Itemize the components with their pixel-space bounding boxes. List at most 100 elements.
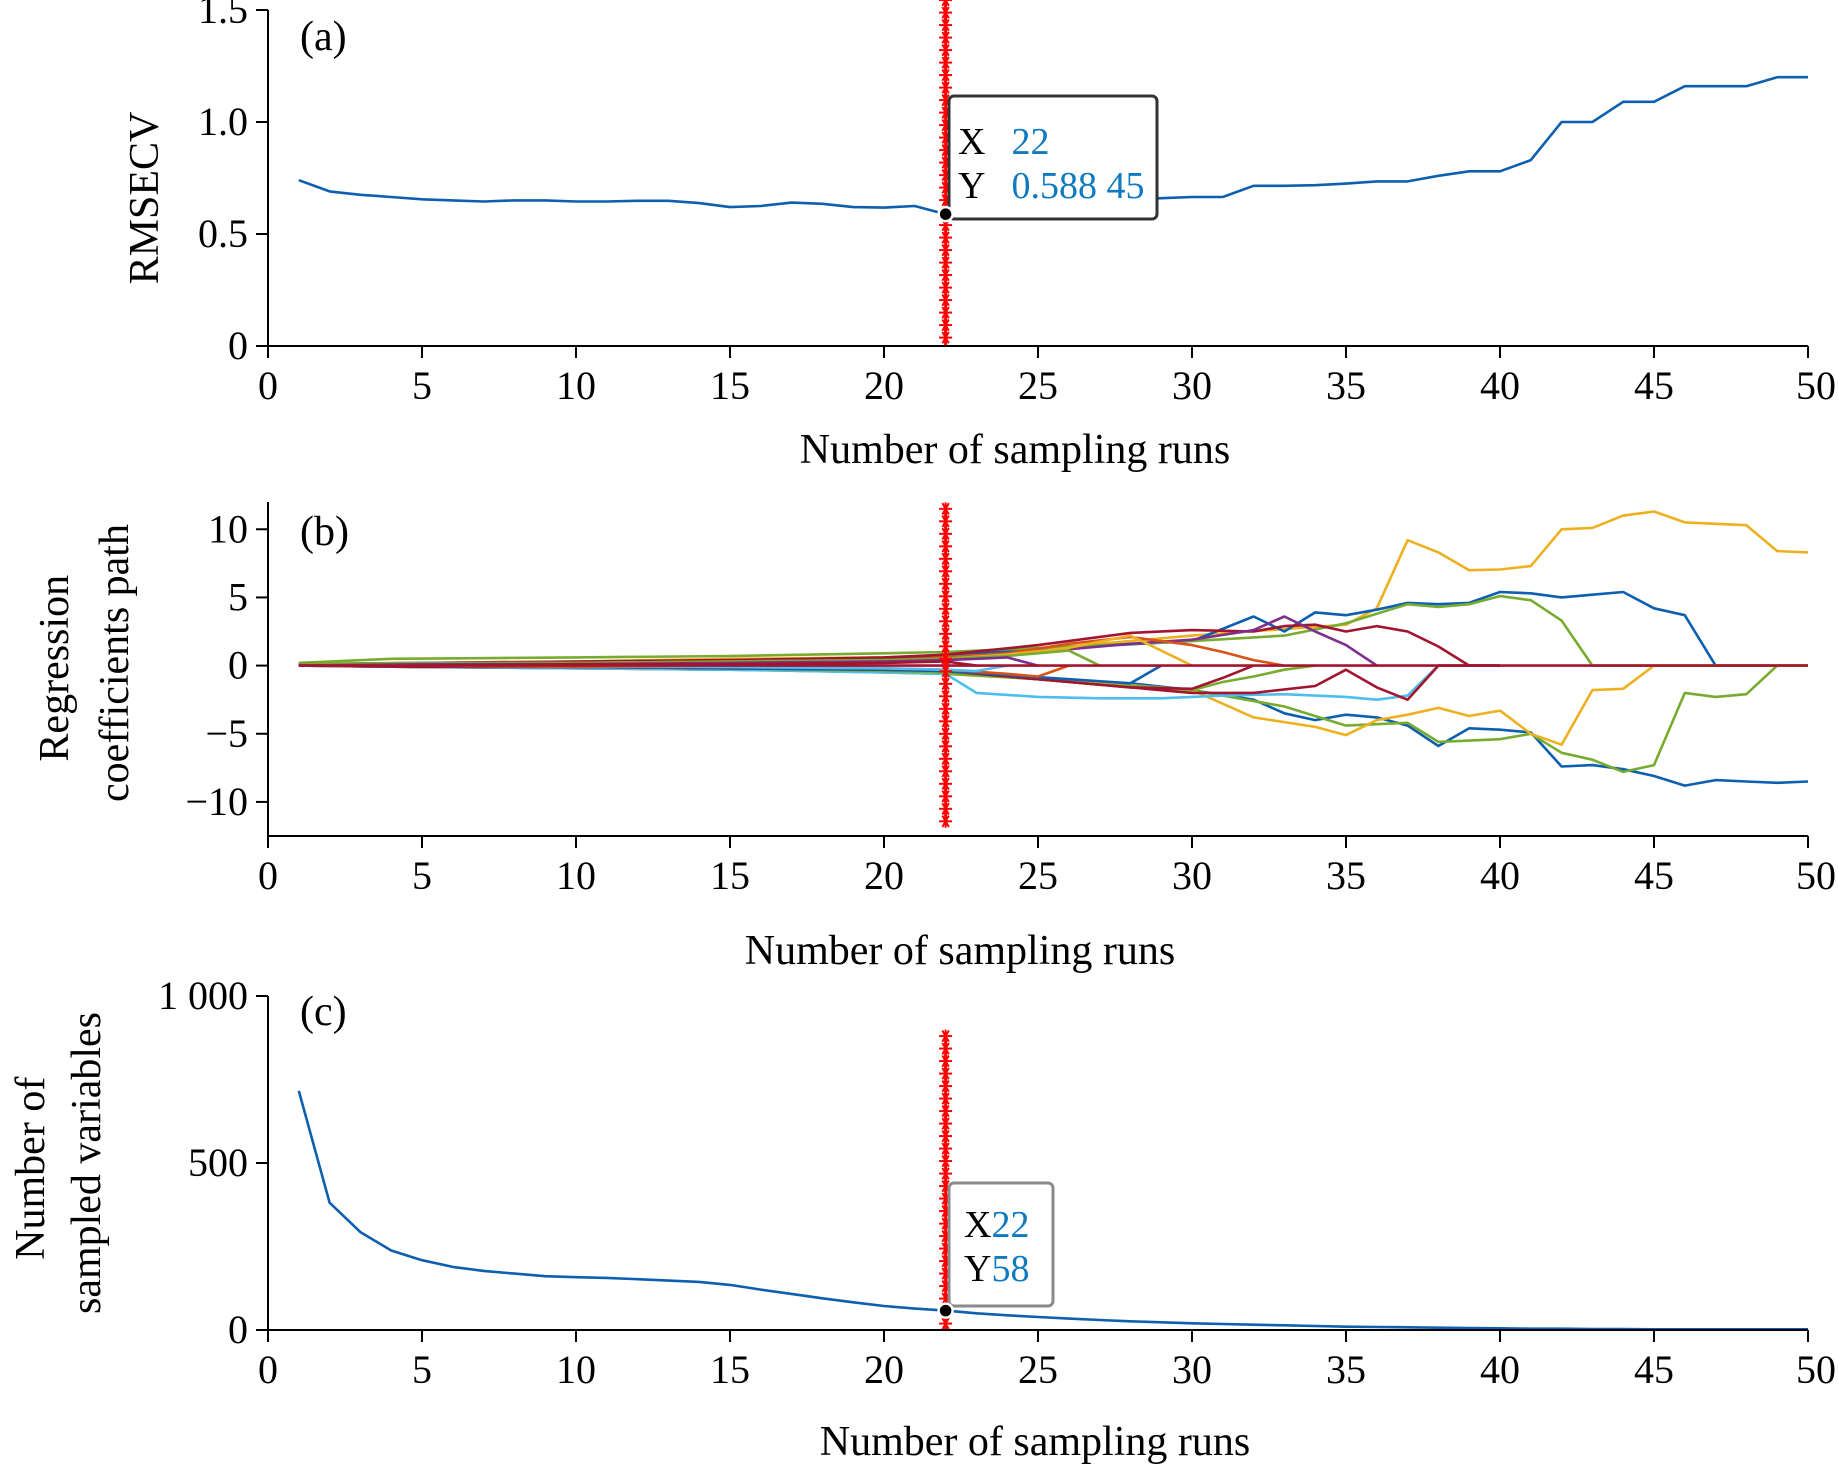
panel-a-marker-star [939,31,953,45]
panel-b-x-tick-label: 45 [1634,853,1674,898]
panel-b-marker-star [939,577,953,591]
panel-c-marker-star [939,1104,953,1118]
panel-c-marker-star [939,1167,953,1181]
panel-b-marker-star [939,514,953,528]
panel-b-marker-star [939,702,953,716]
panel-c-tooltip[interactable]: X22 Y58 [937,1181,1055,1319]
panel-a-tooltip-x-label: X [958,121,985,163]
panel-b-series-line-4 [298,594,1808,667]
panel-b-marker-star [939,789,953,803]
panel-c-marker-star [939,1029,953,1043]
panel-b-x-tick-label: 50 [1796,853,1836,898]
panel-c-tooltip-y-value: 58 [991,1248,1029,1290]
panel-a-x-tick-label: 15 [710,363,750,408]
panel-b-marker-star [939,614,953,628]
panel-a-x-tick-label: 0 [258,363,278,408]
panel-a-y-tick-label: 0 [228,323,248,368]
panel-c-marker-star [939,1042,953,1056]
panel-b-series-line-8 [298,623,1500,667]
panel-c-x-tick-label: 5 [412,1347,432,1392]
panel-b-x-tick-label: 5 [412,853,432,898]
panel-b-marker-star [939,802,953,816]
panel-a-marker-star [939,231,953,245]
panel-c-tooltip-x-value: 22 [991,1204,1029,1246]
panel-b-y-tick-label: 10 [208,506,248,551]
panel-b-marker-star [939,764,953,778]
panel-c-marker-star [939,1067,953,1081]
panel-b-label: (b) [300,509,349,555]
panel-c-marker-star [939,1154,953,1168]
panel-b-x-tick-label: 40 [1480,853,1520,898]
panel-a-tooltip-box [947,94,1159,221]
panel-b-ylabel-line2: coefficients path [92,524,138,802]
panel-b-x-tick-label: 25 [1018,853,1058,898]
panel-a-y-tick-label: 1.0 [198,99,248,144]
panel-c-x-tick-label: 15 [710,1347,750,1392]
panel-b-x-tick-label: 30 [1172,853,1212,898]
panel-b-marker-star [939,639,953,653]
panel-c-marker-star [939,1317,953,1331]
panel-b-marker-star [939,527,953,541]
svg-text:Y0.588 45: Y 0.588 45 [958,165,1144,207]
panel-b-marker-star [939,727,953,741]
panel-a-tooltip[interactable]: X 22 Y 0.588 45 [937,94,1159,223]
panel-a-marker-star [939,68,953,82]
panel-c-xlabel: Number of sampling runs [820,1419,1250,1465]
panel-a-marker-star [939,331,953,345]
panel-a: 0 5 10 15 20 25 30 35 40 45 50 0 0.5 1.0 1.5 (a) Numbe… [122,0,1836,473]
panel-a-marker-star [939,318,953,332]
panel-a-x-tick-label: 20 [864,363,904,408]
panel-c-tooltip-x-label: X [964,1204,991,1246]
panel-a-x-tick-label: 40 [1480,363,1520,408]
panel-a-xlabel: Number of sampling runs [800,427,1230,473]
panel-b-marker-star [939,539,953,553]
svg-text:Regression coefficients: Regression coefficients path [32,524,138,802]
panel-c-x-tick-label: 25 [1018,1347,1058,1392]
panel-a-marker-star [939,306,953,320]
panel-b-series-line-2 [298,664,1809,787]
panel-b-ylabel-line1: Regression [32,575,78,762]
panel-b: 0 5 10 15 20 25 30 35 40 45 50 −10 −5 0 5 10 (b) Number… [32,502,1836,974]
panel-a-marker-star [939,268,953,282]
panel-a-x-tick-label: 10 [556,363,596,408]
panel-c-marker-star [939,1129,953,1143]
panel-b-marker-star [939,502,953,516]
panel-b-marker-star [939,627,953,641]
panel-b-marker-star [939,652,953,666]
panel-c-ylabel-line1: Number of [8,1077,54,1260]
panel-a-marker-star [939,243,953,257]
panel-b-marker-star [939,689,953,703]
panel-a-y-tick-label: 1.5 [198,0,248,32]
panel-a-marker-star [939,6,953,20]
panel-c-x-tick-label: 50 [1796,1347,1836,1392]
panel-b-marker-star [939,677,953,691]
panel-c-x-tick-label: 35 [1326,1347,1366,1392]
panel-a-datatip-point [937,205,954,223]
panel-c-datatip-point [937,1302,954,1319]
panel-a-ylabel: RMSECV [122,112,168,285]
panel-b-x-tick-label: 10 [556,853,596,898]
panel-a-marker-star [939,81,953,95]
panel-c-x-tick-label: 10 [556,1347,596,1392]
panel-a-label: (a) [300,14,347,60]
panel-b-x-tick-label: 0 [258,853,278,898]
panel-c-series [297,1090,1808,1331]
panel-b-marker-star [939,739,953,753]
panel-c-marker-star [939,1079,953,1093]
panel-c-x-tick-label: 0 [258,1347,278,1392]
panel-b-series-line-16 [298,649,1101,667]
svg-text:Y58: Y58 [964,1248,1029,1290]
panel-a-marker-star [939,256,953,270]
panel-c-marker-star [939,1054,953,1068]
panel-b-marker-star [939,664,953,678]
panel-b-marker-star [939,752,953,766]
panel-b-x-tick-label: 20 [864,853,904,898]
panel-c-x-tick-label: 20 [864,1347,904,1392]
panel-a-axes: 0 5 10 15 20 25 30 35 40 45 50 0 0.5 1.0 1.5 [198,0,1836,408]
panel-b-marker [939,502,953,828]
panel-b-xlabel: Number of sampling runs [745,928,1175,974]
panel-b-marker-star [939,552,953,566]
panel-a-x-tick-label: 5 [412,363,432,408]
